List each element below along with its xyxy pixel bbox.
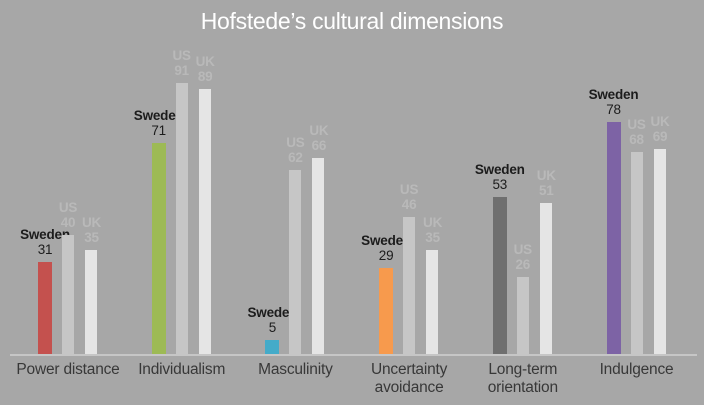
series-name-uk-masculinity: UK [309,122,329,138]
bar-sweden-individualism [151,142,166,355]
series-name-uk-long-term-orientation: UK [536,167,556,183]
series-name-us-indulgence: US [627,116,646,132]
series-value-sweden-individualism: 71 [151,122,166,138]
series-name-us-long-term-orientation: US [513,242,533,258]
bar-label-uk-power-distance: UK 35 [50,215,134,245]
bar-uk-masculinity [312,157,325,355]
bar-uk-indulgence [653,148,666,355]
series-name-sweden-individualism: Sweden [133,107,184,123]
series-name-us-masculinity: US [286,134,305,150]
bar-label-uk-masculinity: UK 66 [277,123,361,153]
series-name-sweden-indulgence: Sweden [588,86,639,102]
series-name-us-uncertainty-avoidance: US [399,182,419,198]
series-value-sweden-power-distance: 31 [37,242,53,258]
bar-us-uncertainty-avoidance [403,217,416,355]
series-value-sweden-long-term-orientation: 53 [492,176,508,192]
bar-us-individualism [175,82,188,355]
bar-label-us-power-distance: US 40 [26,200,110,230]
series-value-us-masculinity: 62 [288,149,303,165]
bar-uk-individualism [198,88,211,355]
series-value-sweden-indulgence: 78 [606,101,621,117]
bar-us-long-term-orientation [516,277,529,355]
series-value-sweden-masculinity: 5 [268,320,277,336]
series-name-us-power-distance: US [58,200,78,216]
series-name-sweden-uncertainty-avoidance: Sweden [361,233,411,249]
bar-label-us-uncertainty-avoidance: US 46 [367,182,451,212]
bar-label-sweden-uncertainty-avoidance: Sweden 29 [344,233,428,263]
category-label-indulgence: Indulgence [599,361,674,378]
x-axis-line [10,354,697,356]
bar-label-uk-long-term-orientation: UK 51 [504,168,588,198]
series-value-us-individualism: 91 [174,62,189,78]
bar-label-sweden-indulgence: Sweden 78 [572,87,656,117]
bar-us-indulgence [630,151,643,355]
bar-label-us-individualism: US 91 [140,48,224,78]
series-value-uk-indulgence: 69 [652,128,668,144]
bar-uk-power-distance [85,250,97,355]
series-value-us-uncertainty-avoidance: 46 [401,197,417,213]
series-value-uk-long-term-orientation: 51 [538,182,554,198]
series-value-us-indulgence: 68 [629,131,644,147]
bar-us-masculinity [289,169,302,355]
bar-sweden-masculinity [265,340,280,355]
series-name-sweden-power-distance: Sweden [20,227,70,243]
series-name-uk-indulgence: UK [650,113,670,129]
series-name-uk-power-distance: UK [81,215,102,231]
bar-sweden-uncertainty-avoidance [379,268,394,355]
bar-label-uk-individualism: UK 89 [163,54,247,84]
bar-label-us-long-term-orientation: US 26 [481,242,565,272]
bar-label-uk-indulgence: UK 69 [618,114,702,144]
series-name-sweden-masculinity: Sweden [247,305,298,321]
bar-label-sweden-individualism: Sweden 71 [117,108,201,138]
bar-label-uk-uncertainty-avoidance: UK 35 [391,215,475,245]
category-label-long-term-orientation: Long-term orientation [487,361,558,396]
series-name-us-individualism: US [172,47,192,63]
bar-uk-uncertainty-avoidance [426,250,439,355]
series-value-uk-individualism: 89 [197,68,213,84]
bar-label-us-indulgence: US 68 [595,117,679,147]
series-value-us-power-distance: 40 [60,215,76,231]
series-value-us-long-term-orientation: 26 [515,257,531,273]
bar-sweden-indulgence [606,121,621,355]
bar-us-power-distance [62,235,74,355]
series-value-uk-masculinity: 66 [311,137,327,153]
bar-sweden-long-term-orientation [492,196,507,355]
category-label-uncertainty-avoidance: Uncertainty avoidance [370,361,448,396]
series-value-uk-power-distance: 35 [84,230,99,246]
series-value-uk-uncertainty-avoidance: 35 [425,230,440,246]
category-label-power-distance: Power distance [16,361,120,378]
series-name-sweden-long-term-orientation: Sweden [474,161,525,177]
bar-sweden-power-distance [38,262,52,355]
bar-label-us-masculinity: US 62 [253,135,337,165]
bar-uk-long-term-orientation [539,202,552,355]
bar-label-sweden-long-term-orientation: Sweden 53 [458,162,542,192]
bar-label-sweden-power-distance: Sweden 31 [3,227,87,257]
series-name-uk-individualism: UK [195,53,215,69]
series-value-sweden-uncertainty-avoidance: 29 [378,248,394,264]
bar-label-sweden-masculinity: Sweden 5 [230,305,314,335]
series-name-uk-uncertainty-avoidance: UK [423,215,443,231]
category-label-masculinity: Masculinity [258,361,333,378]
category-label-individualism: Individualism [138,361,226,378]
chart-title: Hofstede’s cultural dimensions [200,8,504,34]
